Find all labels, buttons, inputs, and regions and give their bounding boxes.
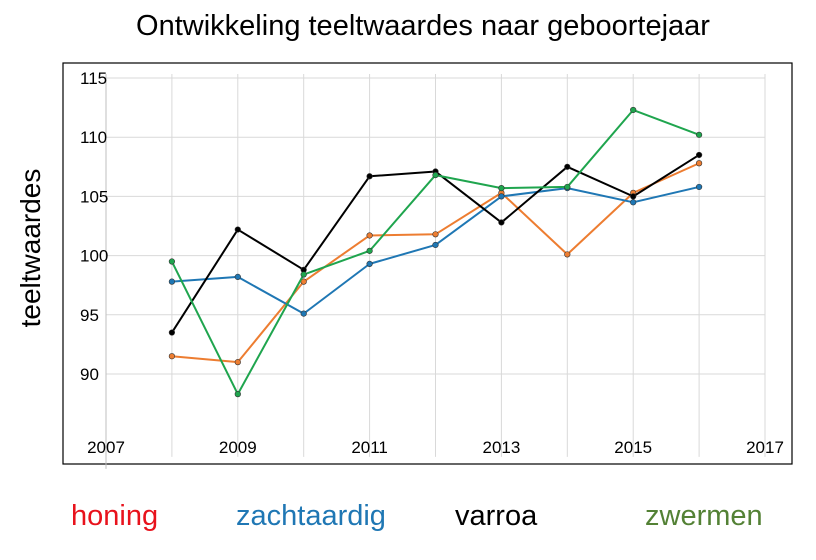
data-point-zwermen: [432, 171, 439, 179]
data-point-zachtaardig: [432, 241, 439, 249]
y-tick-label: 115: [80, 69, 107, 88]
y-tick-label: 95: [80, 306, 99, 325]
legend-item-honing: honing: [71, 500, 159, 532]
data-point-zachtaardig: [498, 193, 505, 200]
data-point-zachtaardig: [300, 310, 307, 317]
data-point-zwermen: [630, 106, 637, 114]
tick-labels: 90 95 100 105 110 115 2007 2009 2011 2013 2015 2017: [80, 69, 784, 457]
data-point-varroa: [234, 226, 241, 233]
data-point-zwermen: [168, 258, 175, 265]
y-tick-label: 100: [80, 247, 108, 266]
data-point-varroa: [630, 193, 637, 200]
x-tick-label: 2007: [87, 438, 125, 457]
series-zachtaardig: [168, 183, 703, 317]
x-tick-label: 2009: [219, 438, 257, 457]
x-tick-label: 2017: [746, 438, 784, 457]
data-point-zachtaardig: [695, 183, 703, 191]
series-lines: [168, 106, 703, 398]
y-tick-label: 110: [80, 128, 107, 147]
y-tick-label: 90: [80, 365, 99, 384]
legend-item-zwermen: zwermen: [645, 500, 763, 532]
data-point-zwermen: [498, 185, 505, 192]
data-point-zwermen: [234, 391, 241, 398]
series-honing: [168, 160, 703, 366]
data-point-varroa: [695, 151, 703, 159]
y-axis-label: teeltwaardes: [15, 169, 46, 328]
legend-item-zachtaardig: zachtaardig: [236, 500, 386, 532]
legend-item-varroa: varroa: [455, 500, 538, 532]
data-point-zachtaardig: [168, 278, 175, 285]
data-point-zachtaardig: [234, 273, 241, 281]
gridlines: [105, 74, 766, 469]
data-point-zachtaardig: [366, 260, 373, 267]
data-point-honing: [366, 232, 373, 239]
data-point-honing: [432, 231, 439, 238]
data-point-zwermen: [300, 271, 307, 278]
series-varroa: [168, 151, 703, 336]
x-tick-label: 2011: [351, 438, 388, 457]
data-point-honing: [564, 251, 571, 258]
x-tick-label: 2015: [614, 438, 652, 457]
y-tick-label: 105: [80, 187, 108, 206]
data-point-zachtaardig: [630, 199, 637, 206]
data-point-honing: [234, 359, 241, 366]
data-point-varroa: [498, 219, 505, 226]
x-tick-label: 2013: [482, 438, 520, 457]
data-point-zwermen: [564, 183, 571, 191]
data-point-honing: [168, 353, 175, 360]
data-point-honing: [695, 160, 703, 167]
data-point-varroa: [168, 329, 175, 336]
data-point-varroa: [366, 173, 373, 180]
data-point-zwermen: [695, 131, 703, 138]
chart-frame: [62, 62, 793, 465]
chart-title: Ontwikkeling teeltwaardes naar geboortej…: [136, 10, 710, 42]
data-point-zwermen: [366, 247, 373, 254]
series-zwermen: [168, 106, 703, 398]
data-point-varroa: [564, 163, 571, 170]
